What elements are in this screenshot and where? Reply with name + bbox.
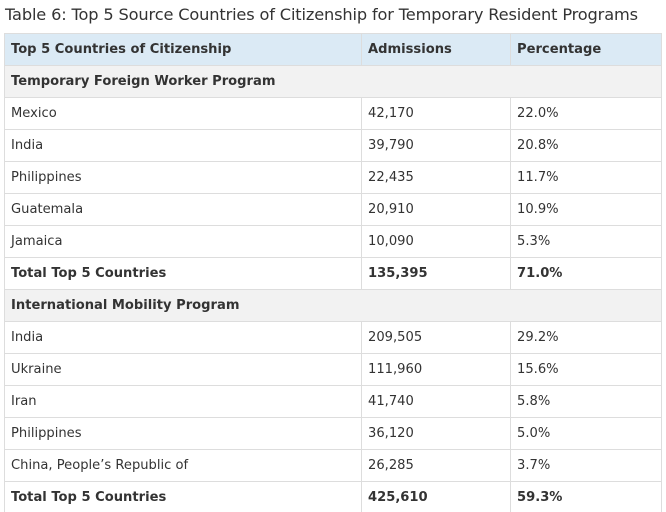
percentage-cell: 3.7% xyxy=(510,449,662,482)
header-admissions: Admissions xyxy=(361,33,511,66)
percentage-cell: 11.7% xyxy=(510,161,662,194)
total-label-cell: Total Top 5 Countries xyxy=(4,257,362,290)
country-cell: Ukraine xyxy=(4,353,362,386)
percentage-cell: 5.3% xyxy=(510,225,662,258)
table-row: India 39,790 20.8% xyxy=(4,129,662,162)
country-cell: Mexico xyxy=(4,97,362,130)
country-cell: Philippines xyxy=(4,417,362,450)
admissions-cell: 209,505 xyxy=(361,321,511,354)
total-row-tfwp: Total Top 5 Countries 135,395 71.0% xyxy=(4,257,662,290)
country-cell: Jamaica xyxy=(4,225,362,258)
section-title: Temporary Foreign Worker Program xyxy=(4,65,662,98)
table-row: Mexico 42,170 22.0% xyxy=(4,97,662,130)
source-countries-table: Top 5 Countries of Citizenship Admission… xyxy=(4,33,662,512)
header-country: Top 5 Countries of Citizenship xyxy=(4,33,362,66)
table-row: China, People’s Republic of 26,285 3.7% xyxy=(4,449,662,482)
percentage-cell: 22.0% xyxy=(510,97,662,130)
header-percentage: Percentage xyxy=(510,33,662,66)
country-cell: Iran xyxy=(4,385,362,418)
table-row: India 209,505 29.2% xyxy=(4,321,662,354)
section-row-tfwp: Temporary Foreign Worker Program xyxy=(4,65,662,98)
country-cell: China, People’s Republic of xyxy=(4,449,362,482)
admissions-cell: 36,120 xyxy=(361,417,511,450)
total-label-cell: Total Top 5 Countries xyxy=(4,481,362,512)
total-percentage-cell: 59.3% xyxy=(510,481,662,512)
country-cell: India xyxy=(4,321,362,354)
country-cell: Philippines xyxy=(4,161,362,194)
percentage-cell: 20.8% xyxy=(510,129,662,162)
admissions-cell: 26,285 xyxy=(361,449,511,482)
header-row: Top 5 Countries of Citizenship Admission… xyxy=(4,33,662,66)
percentage-cell: 29.2% xyxy=(510,321,662,354)
table-caption: Table 6: Top 5 Source Countries of Citiz… xyxy=(5,5,638,24)
admissions-cell: 20,910 xyxy=(361,193,511,226)
admissions-cell: 39,790 xyxy=(361,129,511,162)
admissions-cell: 22,435 xyxy=(361,161,511,194)
total-admissions-cell: 135,395 xyxy=(361,257,511,290)
table-row: Philippines 36,120 5.0% xyxy=(4,417,662,450)
table-row: Jamaica 10,090 5.3% xyxy=(4,225,662,258)
total-percentage-cell: 71.0% xyxy=(510,257,662,290)
country-cell: India xyxy=(4,129,362,162)
admissions-cell: 41,740 xyxy=(361,385,511,418)
admissions-cell: 10,090 xyxy=(361,225,511,258)
admissions-cell: 42,170 xyxy=(361,97,511,130)
section-title: International Mobility Program xyxy=(4,289,662,322)
percentage-cell: 15.6% xyxy=(510,353,662,386)
table-row: Guatemala 20,910 10.9% xyxy=(4,193,662,226)
total-admissions-cell: 425,610 xyxy=(361,481,511,512)
percentage-cell: 5.0% xyxy=(510,417,662,450)
section-row-imp: International Mobility Program xyxy=(4,289,662,322)
table-body: Temporary Foreign Worker Program Mexico … xyxy=(4,65,662,512)
table-header: Top 5 Countries of Citizenship Admission… xyxy=(4,33,662,66)
table-row: Iran 41,740 5.8% xyxy=(4,385,662,418)
table-row: Ukraine 111,960 15.6% xyxy=(4,353,662,386)
percentage-cell: 10.9% xyxy=(510,193,662,226)
admissions-cell: 111,960 xyxy=(361,353,511,386)
total-row-imp: Total Top 5 Countries 425,610 59.3% xyxy=(4,481,662,512)
table-row: Philippines 22,435 11.7% xyxy=(4,161,662,194)
country-cell: Guatemala xyxy=(4,193,362,226)
percentage-cell: 5.8% xyxy=(510,385,662,418)
